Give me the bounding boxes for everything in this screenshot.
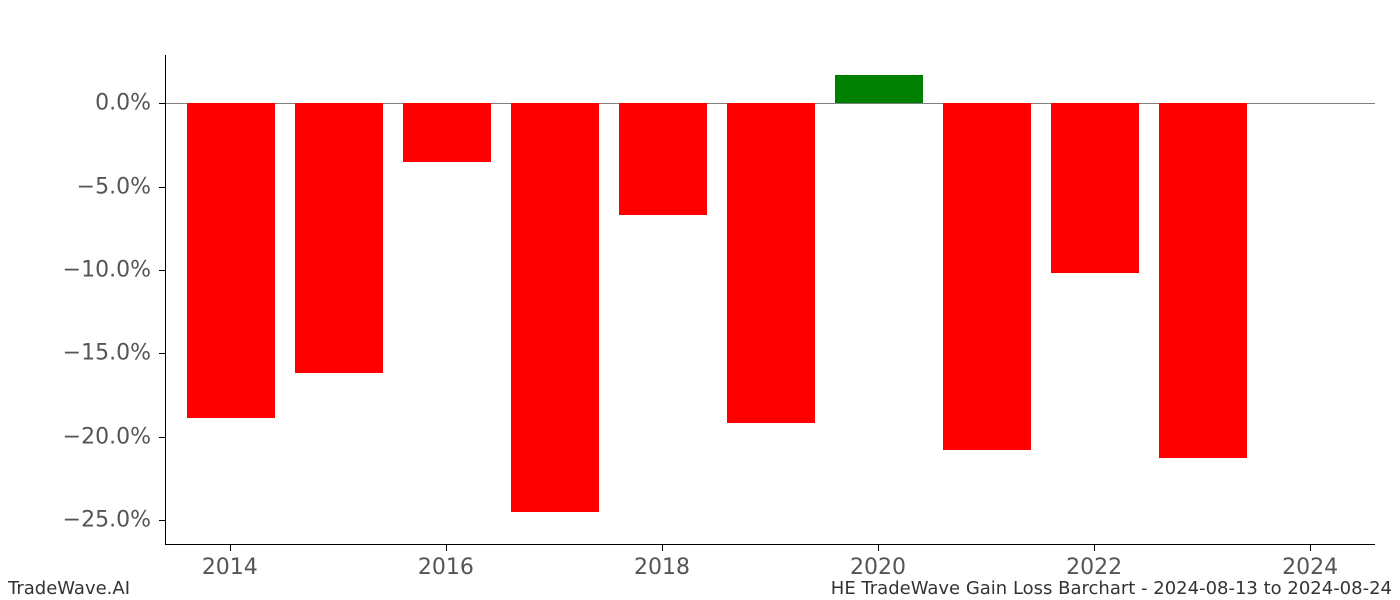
xtick-mark — [446, 545, 447, 551]
xtick-mark — [230, 545, 231, 551]
ytick-label: −25.0% — [0, 508, 151, 533]
bar-2023 — [1159, 103, 1248, 458]
ytick-mark — [159, 187, 165, 188]
ytick-mark — [159, 270, 165, 271]
xtick-label: 2014 — [202, 555, 258, 580]
bar-2014 — [187, 103, 276, 418]
bar-2015 — [295, 103, 384, 373]
footer-brand: TradeWave.AI — [8, 578, 130, 599]
bar-2019 — [727, 103, 816, 423]
chart-stage: 0.0% −5.0% −10.0% −15.0% −20.0% −25.0% 2014 20… — [0, 0, 1400, 600]
xtick-label: 2018 — [634, 555, 690, 580]
xtick-label: 2024 — [1282, 555, 1338, 580]
xtick-label: 2020 — [850, 555, 906, 580]
bar-2017 — [511, 103, 600, 511]
ytick-mark — [159, 353, 165, 354]
ytick-mark — [159, 520, 165, 521]
xtick-mark — [662, 545, 663, 551]
xtick-mark — [1310, 545, 1311, 551]
xtick-label: 2016 — [418, 555, 474, 580]
footer-caption: HE TradeWave Gain Loss Barchart - 2024-0… — [831, 578, 1392, 599]
ytick-label: −5.0% — [0, 174, 151, 199]
ytick-label: −15.0% — [0, 341, 151, 366]
ytick-mark — [159, 103, 165, 104]
ytick-label: −20.0% — [0, 424, 151, 449]
bar-2018 — [619, 103, 708, 215]
bar-2020 — [835, 75, 924, 103]
xtick-label: 2022 — [1066, 555, 1122, 580]
bar-2021 — [943, 103, 1032, 450]
bar-2016 — [403, 103, 492, 161]
ytick-label: 0.0% — [0, 91, 151, 116]
xtick-mark — [1094, 545, 1095, 551]
xtick-mark — [878, 545, 879, 551]
plot-area — [165, 55, 1375, 545]
ytick-mark — [159, 437, 165, 438]
ytick-label: −10.0% — [0, 258, 151, 283]
bar-2022 — [1051, 103, 1140, 273]
